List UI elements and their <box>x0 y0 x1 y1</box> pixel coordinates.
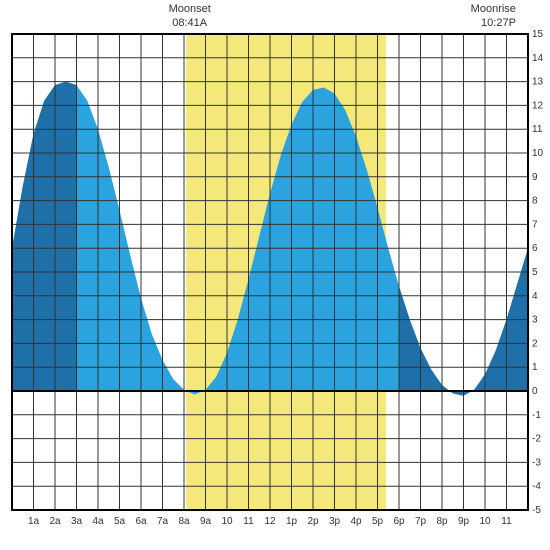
svg-text:-2: -2 <box>532 434 541 445</box>
svg-text:3p: 3p <box>329 516 341 527</box>
svg-text:8: 8 <box>532 196 538 207</box>
svg-text:1: 1 <box>532 362 538 373</box>
svg-text:10: 10 <box>532 148 544 159</box>
svg-text:7a: 7a <box>157 516 169 527</box>
moonrise-label: Moonrise 10:27P <box>471 2 516 31</box>
svg-text:15: 15 <box>532 29 544 40</box>
svg-text:5: 5 <box>532 267 538 278</box>
moonrise-title: Moonrise <box>471 2 516 16</box>
svg-text:4: 4 <box>532 291 538 302</box>
svg-text:7: 7 <box>532 219 538 230</box>
svg-text:9p: 9p <box>458 516 470 527</box>
moonrise-time: 10:27P <box>471 16 516 30</box>
svg-text:5p: 5p <box>372 516 384 527</box>
svg-text:14: 14 <box>532 53 544 64</box>
svg-text:-4: -4 <box>532 481 541 492</box>
svg-text:10: 10 <box>479 516 491 527</box>
moonset-time: 08:41A <box>169 16 211 30</box>
svg-text:1a: 1a <box>28 516 40 527</box>
svg-text:8p: 8p <box>436 516 448 527</box>
svg-text:3a: 3a <box>71 516 83 527</box>
tide-chart: Moonset 08:41A Moonrise 10:27P -5-4-3-2-… <box>0 0 550 550</box>
svg-text:4a: 4a <box>92 516 104 527</box>
svg-text:5a: 5a <box>114 516 126 527</box>
svg-text:12: 12 <box>264 516 276 527</box>
svg-text:11: 11 <box>243 516 254 527</box>
svg-text:1p: 1p <box>286 516 298 527</box>
svg-text:9a: 9a <box>200 516 212 527</box>
svg-text:11: 11 <box>501 516 512 527</box>
svg-text:2: 2 <box>532 338 538 349</box>
svg-text:0: 0 <box>532 386 538 397</box>
svg-text:6: 6 <box>532 243 538 254</box>
svg-text:-5: -5 <box>532 505 541 516</box>
svg-text:9: 9 <box>532 172 538 183</box>
svg-text:6a: 6a <box>135 516 147 527</box>
svg-text:-3: -3 <box>532 457 541 468</box>
svg-text:3: 3 <box>532 315 538 326</box>
svg-text:2p: 2p <box>307 516 319 527</box>
svg-text:2a: 2a <box>49 516 61 527</box>
svg-text:-1: -1 <box>532 410 541 421</box>
svg-text:8a: 8a <box>178 516 190 527</box>
moonset-label: Moonset 08:41A <box>169 2 211 31</box>
moonset-title: Moonset <box>169 2 211 16</box>
svg-text:4p: 4p <box>350 516 362 527</box>
svg-text:7p: 7p <box>415 516 427 527</box>
svg-text:13: 13 <box>532 77 544 88</box>
svg-text:12: 12 <box>532 100 544 111</box>
svg-text:6p: 6p <box>393 516 405 527</box>
svg-text:10: 10 <box>221 516 233 527</box>
chart-svg: -5-4-3-2-101234567891011121314151a2a3a4a… <box>0 0 550 550</box>
svg-text:11: 11 <box>532 124 543 135</box>
